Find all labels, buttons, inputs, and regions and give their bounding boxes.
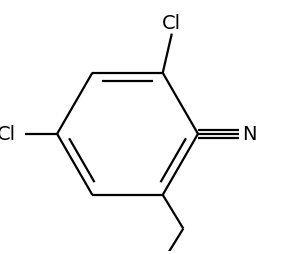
Text: Cl: Cl xyxy=(0,125,16,144)
Text: Cl: Cl xyxy=(162,14,181,33)
Text: N: N xyxy=(243,125,257,144)
